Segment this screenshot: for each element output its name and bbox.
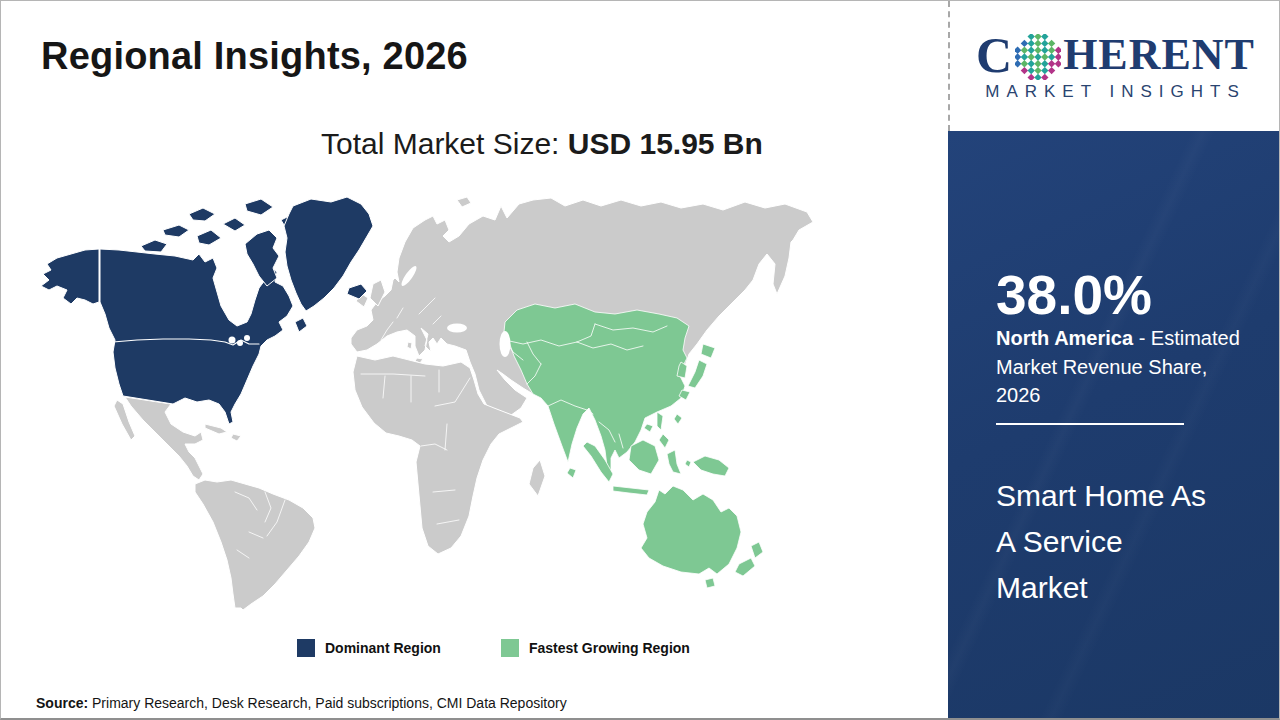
map-moluccas (685, 460, 691, 467)
logo-wordmark: C (976, 30, 1255, 80)
sidebar: C (948, 1, 1280, 720)
map-legend: Dominant Region Fastest Growing Region (297, 639, 690, 657)
company-logo: C (976, 30, 1255, 102)
source-text: Primary Research, Desk Research, Paid su… (88, 695, 567, 711)
divider-line (996, 423, 1184, 425)
world-map-svg (37, 194, 817, 616)
source-note: Source: Primary Research, Desk Research,… (36, 695, 567, 711)
map-south-america (195, 480, 315, 610)
market-name: Smart Home As A Service Market (996, 473, 1216, 611)
map-svalbard (457, 197, 471, 207)
map-alaska (41, 249, 99, 304)
map-great-lake (244, 335, 250, 341)
logo-subtitle: MARKET INSIGHTS (976, 82, 1255, 102)
map-hainan (644, 424, 653, 432)
legend-fastest-label: Fastest Growing Region (529, 640, 690, 656)
map-hispaniola (231, 434, 241, 441)
map-sri-lanka (567, 468, 576, 478)
page-title: Regional Insights, 2026 (41, 35, 468, 78)
source-label: Source: (36, 695, 88, 711)
map-tasmania (705, 578, 715, 588)
map-mexico (125, 397, 203, 480)
logo-area: C (948, 1, 1280, 131)
legend-dominant-label: Dominant Region (325, 640, 441, 656)
map-arctic-island (245, 199, 273, 215)
map-sulawesi (667, 450, 681, 474)
map-great-lake (229, 337, 236, 344)
share-value: 38.0% (996, 263, 1152, 327)
map-philippines (659, 434, 669, 448)
share-description: North America - Estimated Market Revenue… (996, 324, 1244, 410)
logo-letter-c: C (976, 30, 1012, 80)
map-caspian-sea (500, 331, 511, 357)
map-arctic-island (189, 208, 215, 221)
map-japan (688, 360, 707, 388)
total-market-size-value: USD 15.95 Bn (568, 127, 763, 160)
total-market-size: Total Market Size: USD 15.95 Bn (321, 127, 763, 161)
logo-globe-icon (1015, 34, 1061, 80)
map-taiwan (674, 414, 682, 424)
map-arctic-island (197, 230, 221, 245)
map-borneo (629, 440, 659, 474)
legend-dominant-swatch (297, 639, 315, 657)
map-newfoundland (295, 318, 307, 332)
map-baffin-island (245, 230, 279, 286)
map-new-zealand (751, 542, 763, 558)
map-black-sea (447, 324, 467, 333)
map-arctic-island (163, 225, 189, 237)
map-sardinia (407, 342, 412, 349)
map-new-zealand (735, 558, 755, 576)
infographic-page: Regional Insights, 2026 Total Market Siz… (0, 0, 1280, 720)
legend-fastest-swatch (501, 639, 519, 657)
map-madagascar (529, 460, 545, 496)
map-australia (641, 486, 741, 574)
map-cuba (205, 424, 227, 434)
map-new-guinea (693, 456, 729, 476)
sidebar-panel: 38.0% North America - Estimated Market R… (948, 131, 1280, 720)
world-map (37, 194, 817, 616)
map-philippines (657, 412, 663, 430)
share-region: North America (996, 327, 1133, 349)
total-market-size-label: Total Market Size: (321, 127, 568, 160)
map-japan (701, 344, 715, 358)
map-arctic-island (223, 218, 245, 231)
map-arctic-island (141, 240, 167, 252)
map-asia-green (504, 304, 689, 472)
map-java (613, 486, 649, 495)
logo-letters-herent: HERENT (1063, 30, 1255, 80)
